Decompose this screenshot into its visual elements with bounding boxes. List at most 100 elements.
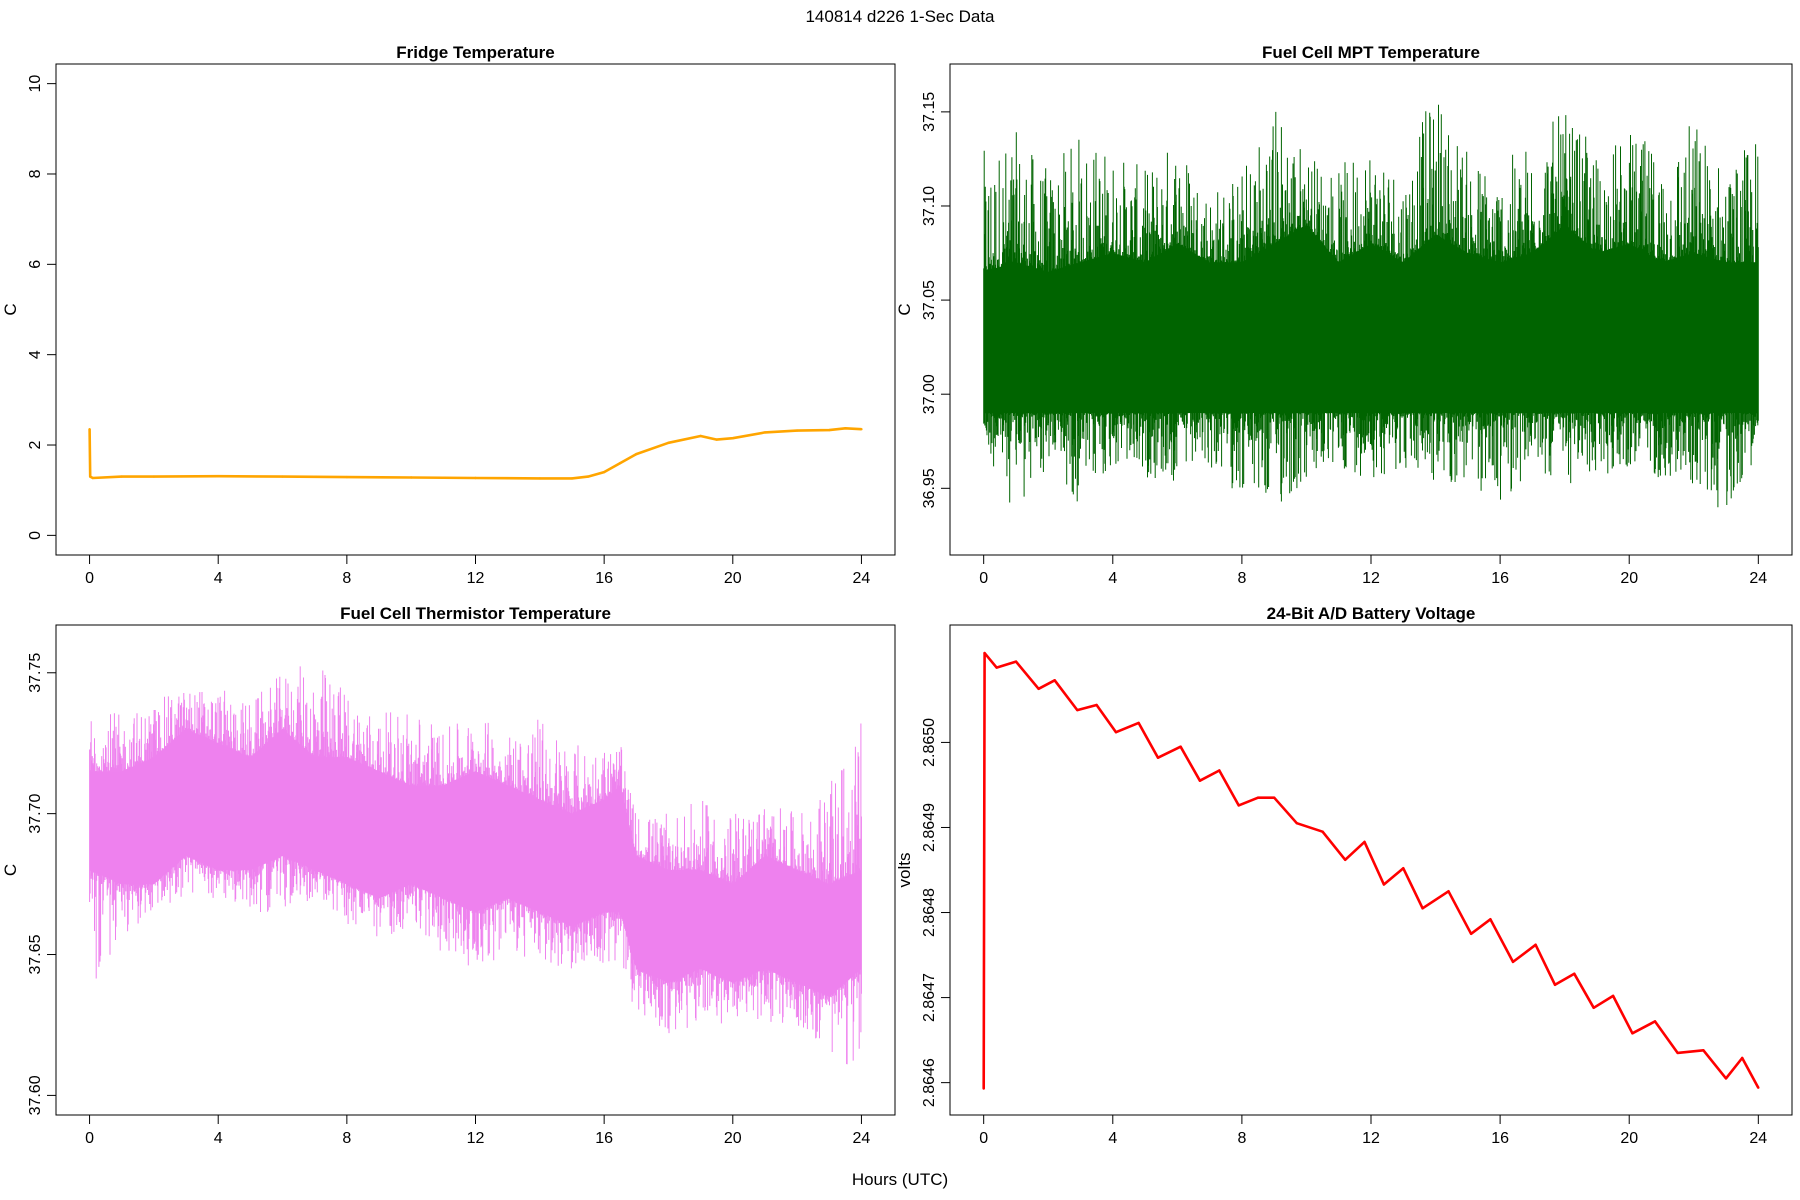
data-point: [828, 428, 831, 432]
x-tick-label: 24: [1749, 1130, 1767, 1147]
data-point: [763, 431, 767, 434]
x-tick-label: 16: [1491, 570, 1509, 587]
data-point: [1402, 867, 1405, 870]
x-tick-label: 0: [85, 1130, 94, 1147]
data-point: [1489, 918, 1492, 921]
chart-title: Fuel Cell MPT Temperature: [1262, 43, 1480, 62]
data-point: [1179, 745, 1182, 748]
y-tick-label: 6: [27, 260, 44, 269]
y-axis-label: volts: [895, 853, 914, 888]
data-point: [410, 476, 413, 479]
x-tick-label: 0: [85, 570, 94, 587]
x-tick-label: 20: [1620, 1130, 1638, 1147]
x-tick-label: 0: [979, 1130, 988, 1147]
data-point: [1076, 708, 1079, 712]
data-point: [1702, 1049, 1705, 1052]
chart-title: 24-Bit A/D Battery Voltage: [1267, 604, 1476, 623]
y-tick-label: 2.8650: [921, 718, 938, 767]
y-axis-label: C: [1, 864, 20, 876]
y-axis: 2.8646 2.8647 2.8648 2.8649 2.8650: [921, 718, 950, 1107]
data-core-band: [89, 729, 862, 997]
data-point: [345, 475, 349, 479]
y-tick-label: 37.60: [27, 1075, 44, 1115]
data-point: [1631, 1032, 1634, 1035]
figure-xlabel: Hours (UTC): [852, 1170, 948, 1189]
series-group: [982, 651, 1760, 1090]
y-tick-label: 2.8649: [921, 803, 938, 852]
chart-title: Fridge Temperature: [396, 43, 554, 62]
data-point: [1218, 769, 1221, 772]
y-tick-label: 0: [27, 531, 44, 540]
data-point: [281, 475, 284, 478]
data-point: [1447, 890, 1450, 893]
x-tick-label: 4: [1108, 1130, 1117, 1147]
y-tick-label: 37.75: [27, 653, 44, 693]
x-tick-label: 20: [724, 1130, 742, 1147]
y-tick-label: 36.95: [921, 468, 938, 508]
y-tick-label: 37.65: [27, 934, 44, 974]
data-point: [1469, 932, 1473, 935]
y-tick-label: 8: [27, 169, 44, 178]
x-tick-label: 4: [214, 570, 223, 587]
data-point: [474, 476, 477, 480]
data-point: [1156, 756, 1160, 759]
data-point: [120, 475, 123, 478]
data-point: [152, 475, 156, 478]
x-axis: 0 4 8 12 16 20 24: [85, 1114, 871, 1147]
data-point: [1344, 858, 1347, 861]
data-point: [1363, 840, 1366, 844]
y-tick-label: 37.05: [921, 280, 938, 320]
data-point: [1592, 1006, 1595, 1009]
y-tick-label: 37.10: [921, 186, 938, 226]
y-axis: 36.95 37.00 37.05 37.10 37.15: [921, 92, 950, 508]
data-point: [1676, 1051, 1679, 1055]
data-point: [1095, 703, 1098, 707]
data-core-band: [983, 224, 1759, 413]
data-point: [586, 475, 590, 478]
data-point: [89, 475, 92, 478]
data-point: [1611, 994, 1615, 998]
data-point: [667, 441, 670, 444]
y-axis: 37.60 37.65 37.70 37.75: [27, 653, 56, 1115]
x-tick-label: 24: [853, 1130, 871, 1147]
x-axis: 0 4 8 12 16 20 24: [979, 554, 1767, 587]
y-axis-label: C: [1, 303, 20, 315]
data-point: [982, 1087, 985, 1090]
x-tick-label: 8: [342, 1130, 351, 1147]
x-tick-label: 20: [1620, 570, 1638, 587]
y-tick-label: 2.8646: [921, 1058, 938, 1107]
data-point: [538, 477, 541, 480]
data-point: [1534, 943, 1537, 946]
data-point: [1198, 779, 1202, 782]
x-tick-label: 24: [853, 570, 871, 587]
x-tick-label: 16: [1491, 1130, 1509, 1147]
series-group: [88, 426, 863, 480]
chart-title: Fuel Cell Thermistor Temperature: [340, 604, 611, 623]
x-tick-label: 8: [342, 570, 351, 587]
data-point: [1421, 907, 1424, 910]
data-point: [1053, 679, 1056, 682]
x-tick-label: 12: [467, 570, 485, 587]
y-tick-label: 2.8648: [921, 888, 938, 937]
x-tick-label: 0: [979, 570, 988, 587]
data-point: [983, 651, 986, 655]
data-point: [795, 429, 799, 432]
data-point: [1511, 960, 1515, 964]
y-axis: 0 2 4 6 8 10: [27, 75, 56, 540]
data-point: [1014, 660, 1018, 663]
x-tick-label: 20: [724, 570, 742, 587]
data-point: [1237, 804, 1240, 807]
data-point: [217, 475, 220, 478]
data-point: [715, 438, 718, 441]
y-tick-label: 10: [27, 75, 44, 93]
x-tick-label: 12: [1362, 570, 1380, 587]
x-tick-label: 8: [1237, 570, 1246, 587]
data-point: [1037, 687, 1040, 690]
y-tick-label: 37.70: [27, 794, 44, 834]
chart-panel-4: 24-Bit A/D Battery Voltage volts 0 4 8 12 16 20…: [895, 604, 1793, 1147]
chart-panel-2: Fuel Cell MPT Temperature C 0 4 8 12 16 20 24 36.…: [895, 43, 1793, 587]
x-tick-label: 12: [467, 1130, 485, 1147]
data-point: [1724, 1077, 1728, 1080]
